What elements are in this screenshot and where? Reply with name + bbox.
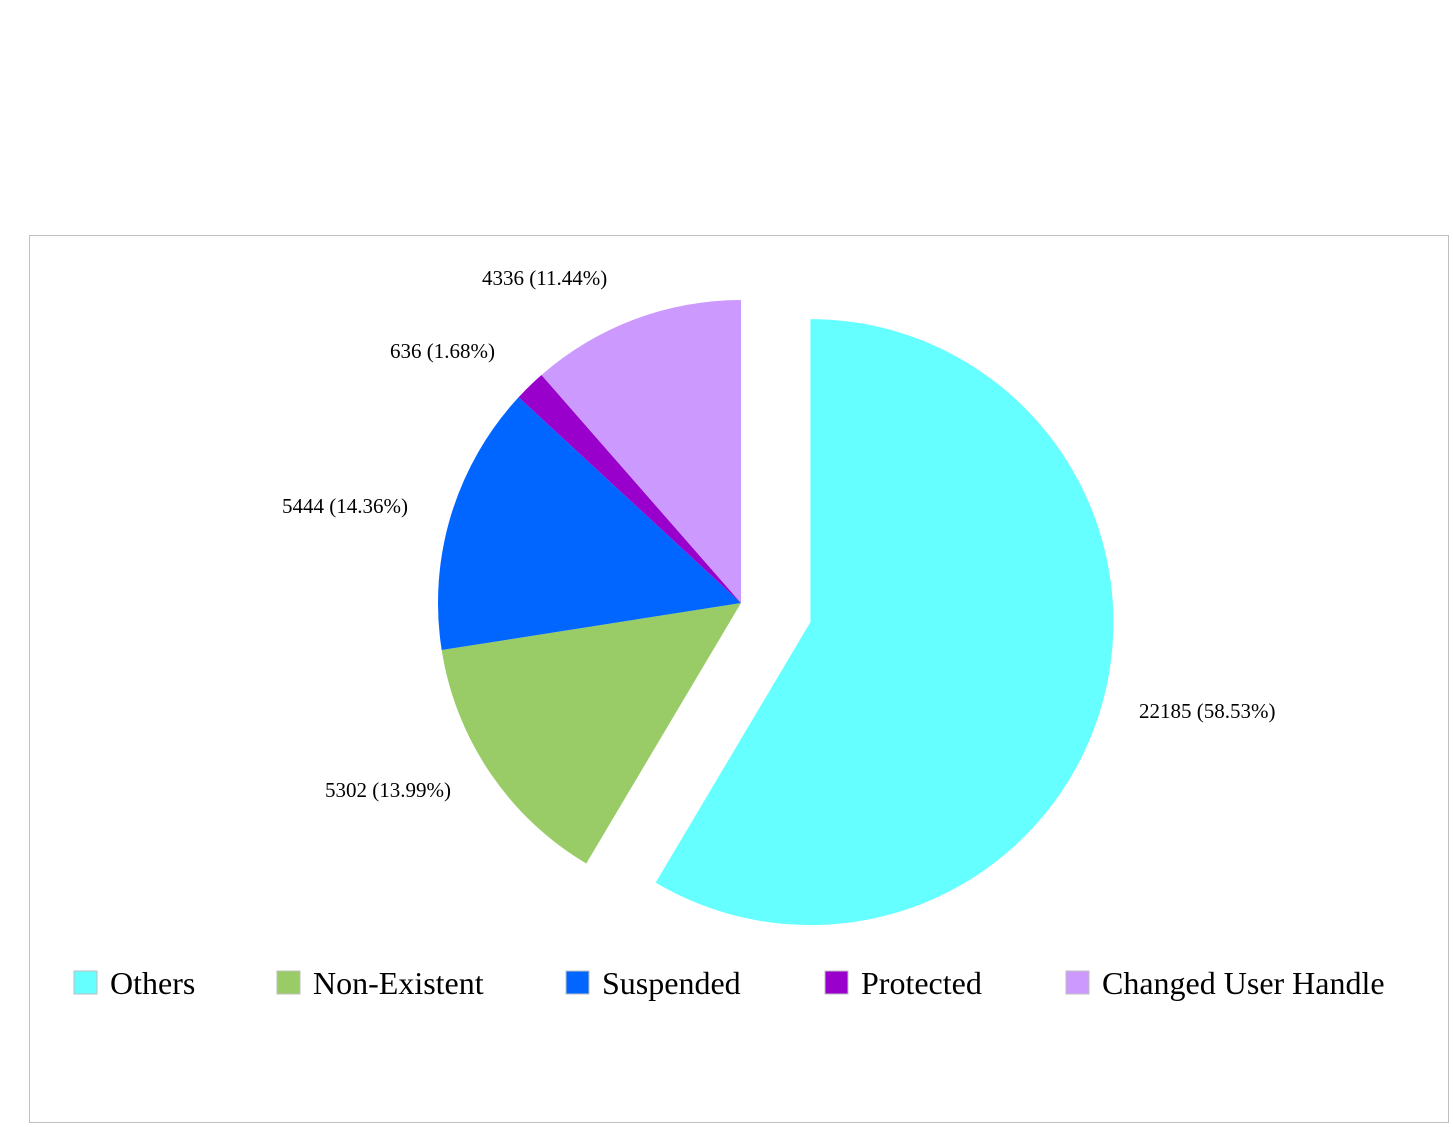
pie-slice-suspended — [438, 397, 741, 651]
legend-label-others: Others — [110, 965, 195, 1001]
chart-frame — [29, 235, 1449, 1123]
legend-item-protected: Protected — [824, 965, 982, 1001]
legend-item-changed-user-handle: Changed User Handle — [1065, 965, 1385, 1001]
legend-swatch-non-existent — [276, 970, 301, 995]
legend-label-non-existent: Non-Existent — [313, 965, 484, 1001]
legend-label-protected: Protected — [861, 965, 982, 1001]
legend-item-suspended: Suspended — [565, 965, 741, 1001]
legend-swatch-protected — [824, 970, 849, 995]
pie-slice-protected — [518, 374, 741, 603]
legend-swatch-suspended — [565, 970, 590, 995]
legend-item-others: Others — [73, 965, 195, 1001]
pie-slices — [438, 300, 1114, 926]
legend-swatch-others — [73, 970, 98, 995]
legend-item-non-existent: Non-Existent — [276, 965, 484, 1001]
slice-labels: 22185 (58.53%) 5302 (13.99%) 5444 (14.36%)… — [282, 266, 1275, 802]
slice-label-protected: 636 (1.68%) — [390, 339, 495, 363]
legend-swatch-changed-user-handle — [1065, 970, 1090, 995]
legend-label-suspended: Suspended — [602, 965, 741, 1001]
pie-slice-changed-user-handle — [541, 300, 741, 603]
legend: Others Non-Existent Suspended Protected Chan… — [73, 965, 1385, 1001]
slice-label-suspended: 5444 (14.36%) — [282, 494, 408, 518]
slice-label-others: 22185 (58.53%) — [1139, 699, 1275, 723]
pie-slice-others — [655, 319, 1114, 926]
slice-label-non-existent: 5302 (13.99%) — [325, 778, 451, 802]
pie-slice-non-existent — [441, 603, 741, 864]
legend-label-changed-user-handle: Changed User Handle — [1102, 965, 1385, 1001]
slice-label-changed-user-handle: 4336 (11.44%) — [482, 266, 607, 290]
